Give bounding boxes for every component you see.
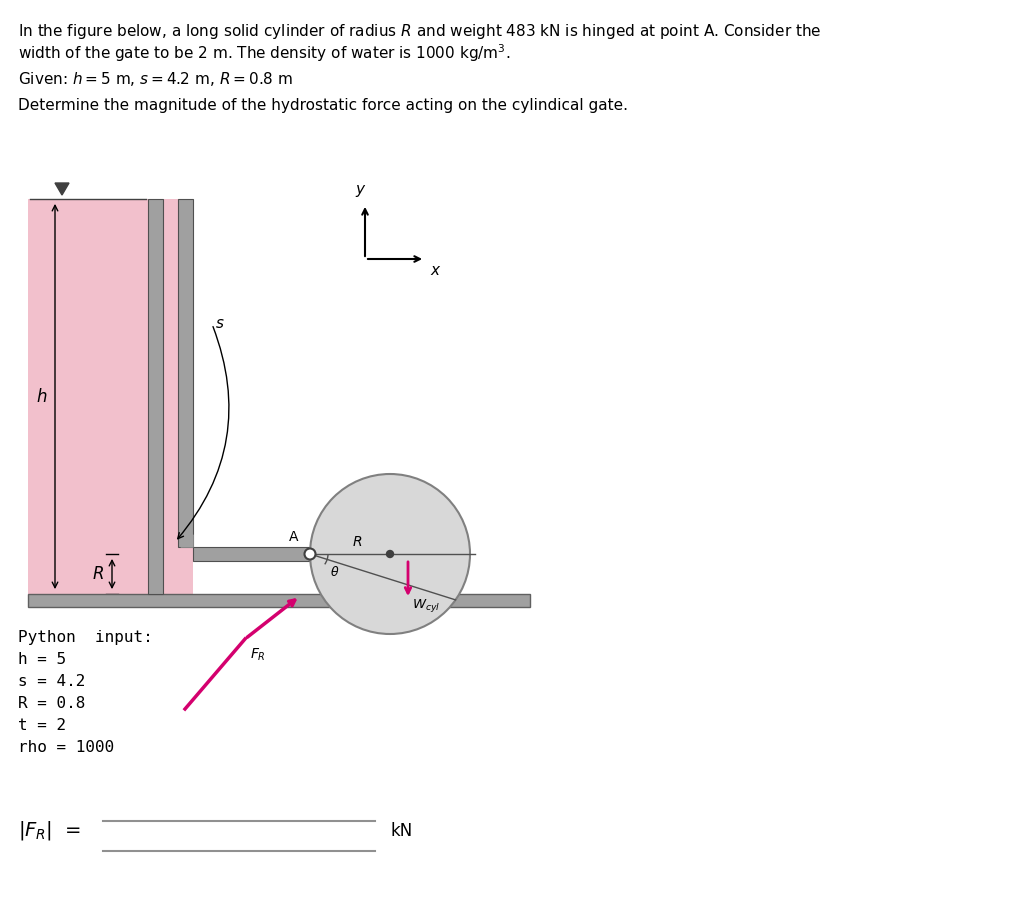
Text: rho = 1000: rho = 1000 — [18, 740, 115, 755]
Text: t = 2: t = 2 — [18, 718, 67, 733]
Text: $x$: $x$ — [430, 263, 441, 278]
Text: h = 5: h = 5 — [18, 652, 67, 667]
Text: width of the gate to be 2 m. The density of water is 1000 kg/m$^3$.: width of the gate to be 2 m. The density… — [18, 42, 510, 63]
Text: s = 4.2: s = 4.2 — [18, 674, 85, 689]
Text: Determine the magnitude of the hydrostatic force acting on the cylindical gate.: Determine the magnitude of the hydrostat… — [18, 98, 628, 113]
Text: $\theta$: $\theta$ — [330, 565, 339, 579]
Text: $W_{cyl}$: $W_{cyl}$ — [412, 597, 440, 614]
Text: $F_R$: $F_R$ — [250, 647, 266, 664]
Text: $|F_R|$  =: $|F_R|$ = — [18, 820, 81, 843]
Circle shape — [304, 549, 315, 560]
Text: $R$: $R$ — [92, 565, 104, 583]
Bar — [28, 594, 530, 607]
Bar — [193, 547, 310, 561]
Polygon shape — [55, 183, 69, 195]
Text: $h$: $h$ — [36, 388, 47, 405]
Bar — [148, 199, 163, 594]
Polygon shape — [181, 535, 193, 547]
Text: Python  input:: Python input: — [18, 630, 153, 645]
Text: R = 0.8: R = 0.8 — [18, 696, 85, 711]
Text: kN: kN — [390, 822, 413, 840]
Text: $s$: $s$ — [215, 316, 224, 332]
Bar — [178, 199, 193, 547]
Text: $y$: $y$ — [355, 183, 367, 199]
Bar — [28, 199, 193, 594]
Text: In the figure below, a long solid cylinder of radius $R$ and weight 483 kN is hi: In the figure below, a long solid cylind… — [18, 22, 821, 41]
Circle shape — [310, 474, 470, 634]
Text: Given: $h = 5$ m, $s = 4.2$ m, $R = 0.8$ m: Given: $h = 5$ m, $s = 4.2$ m, $R = 0.8$… — [18, 70, 293, 88]
Circle shape — [386, 550, 393, 558]
Text: $R$: $R$ — [352, 535, 362, 549]
Text: A: A — [289, 530, 298, 544]
